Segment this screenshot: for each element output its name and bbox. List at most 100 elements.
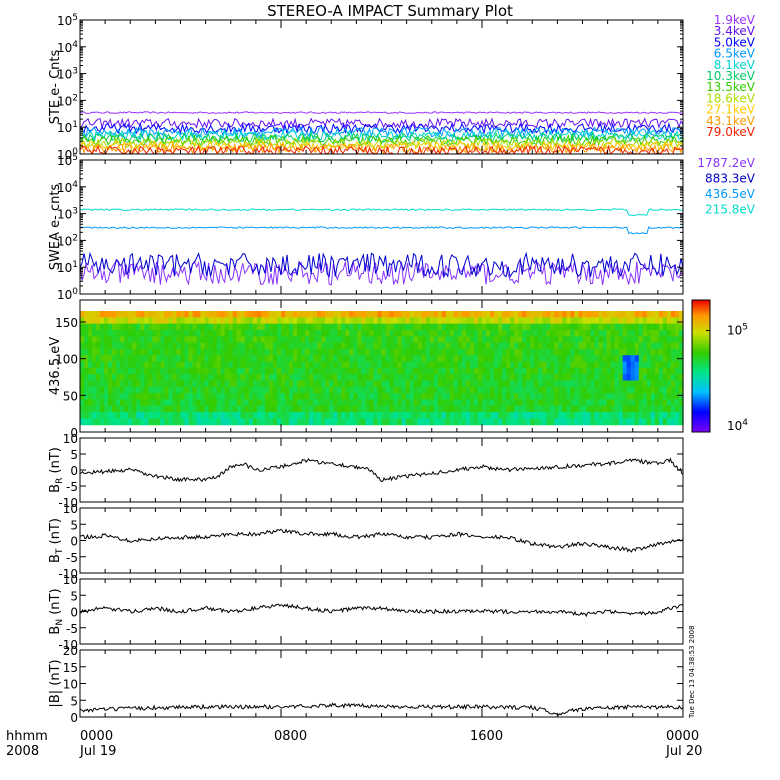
series-line-b: [80, 702, 683, 716]
x-date-label-start: Jul 19: [79, 744, 116, 759]
y-tick-label-b-3: 15: [63, 661, 78, 675]
y-tick-label-swea-2: 102: [57, 233, 78, 248]
heatmap-cells: [80, 311, 684, 426]
panel-b: |B| (nT) 0 5 10 15 20: [48, 644, 684, 725]
y-tick-label-pad-0: 0: [70, 426, 78, 440]
y-tick-label-swea-3: 103: [57, 207, 78, 222]
y-tick-label-ste-0: 100: [57, 147, 78, 162]
series-group-bt: [80, 528, 683, 553]
y-tick-label-bt-3: 5: [70, 518, 78, 532]
y-axis-label-bt: BT (nT): [48, 518, 65, 563]
generation-stamp: Tue Dec 13 04:38:53 2008: [688, 625, 696, 719]
y-tick-label-bn-4: 10: [63, 573, 78, 587]
colorbar-tick-label-0: 104: [727, 418, 748, 433]
y-tick-label-pad-2: 100: [55, 353, 78, 367]
y-tick-label-bn-0: -10: [58, 638, 78, 652]
series-line-ste-1: [80, 117, 683, 130]
legend-entry-swea-2: 436.5eV: [705, 187, 756, 201]
y-tick-label-ste-4: 104: [57, 40, 78, 55]
series-line-ste-0: [80, 111, 683, 115]
x-tick-label-0: 0000: [80, 729, 113, 744]
panel-bn: BN (nT) -10 -5 0 5 10: [48, 573, 684, 652]
legend-entry-ste-5: 10.3keV: [706, 69, 756, 83]
y-tick-label-ste-3: 103: [57, 67, 78, 82]
y-axis-label-swea: SWEA e- cnts: [48, 184, 63, 271]
y-tick-label-pad-3: 150: [55, 316, 78, 330]
y-axis-label-b: |B| (nT): [48, 659, 63, 707]
y-tick-label-ste-2: 102: [57, 93, 78, 108]
y-tick-label-bt-4: 10: [63, 502, 78, 516]
y-tick-label-swea-1: 101: [57, 260, 78, 275]
y-tick-label-br-0: -10: [58, 496, 78, 510]
time-format-label: hhmm: [6, 729, 48, 744]
y-tick-label-bt-0: -10: [58, 567, 78, 581]
y-tick-label-b-2: 10: [63, 678, 78, 692]
series-group-br: [80, 457, 683, 483]
y-tick-label-pad-1: 50: [63, 389, 78, 403]
y-tick-label-b-1: 5: [70, 694, 78, 708]
panel-br: BR (nT) -10 -5 0 5 10: [48, 432, 684, 510]
y-axis-label-br: BR (nT): [48, 447, 65, 493]
y-tick-label-br-2: 0: [70, 464, 78, 478]
colorbar: 104 105: [691, 299, 748, 433]
x-axis-labels: hhmm 2008 0000 0800 1600 0000 Jul 19 Jul…: [6, 729, 702, 759]
series-line-br: [80, 457, 683, 483]
y-tick-label-br-3: 5: [70, 448, 78, 462]
frame-br: [79, 437, 684, 503]
frame-swea: [79, 159, 684, 295]
year-label: 2008: [6, 744, 39, 759]
series-line-ste-2: [80, 122, 683, 135]
colorbar-tick-label-1: 105: [727, 323, 748, 338]
y-tick-label-swea-5: 105: [57, 153, 78, 168]
panel-bt: BT (nT) -10 -5 0 5 10: [48, 502, 684, 581]
legend-entry-ste-1: 3.4keV: [714, 24, 756, 38]
panel-pad: 436.5 eV 104 105 0 50 100 150: [48, 299, 748, 440]
frame-bt: [79, 507, 684, 574]
series-line-ste-4: [80, 128, 683, 142]
series-line-swea-3: [80, 208, 683, 217]
y-tick-label-swea-0: 100: [57, 287, 78, 302]
series-group-ste: [80, 111, 683, 154]
legend-entry-ste-0: 1.9keV: [714, 13, 756, 27]
legend-entry-ste-2: 5.0keV: [714, 35, 756, 49]
y-tick-label-br-1: -5: [66, 480, 78, 494]
series-line-ste-7: [80, 137, 683, 150]
x-tick-label-2: 1600: [470, 729, 503, 744]
legend-entry-ste-7: 18.6keV: [706, 91, 756, 105]
y-tick-label-ste-5: 105: [57, 13, 78, 28]
series-line-ste-8: [80, 139, 683, 152]
y-tick-label-b-0: 0: [70, 711, 78, 725]
y-tick-label-bt-2: 0: [70, 535, 78, 549]
series-group-b: [80, 702, 683, 716]
plot-title: STEREO-A IMPACT Summary Plot: [267, 2, 513, 20]
series-line-swea-2: [80, 226, 683, 235]
y-tick-label-swea-4: 104: [57, 180, 78, 195]
panels: STE e- Cnts 1.9keV3.4keV5.0keV6.5keV8.1ke…: [48, 13, 756, 725]
series-line-swea-0: [80, 260, 683, 286]
y-tick-label-bt-1: -5: [66, 551, 78, 565]
series-line-bt: [80, 528, 683, 553]
series-line-swea-1: [80, 251, 683, 279]
y-axis-label-pad: 436.5 eV: [48, 337, 63, 395]
y-axis-label-bn: BN (nT): [48, 588, 65, 634]
panel-ste: STE e- Cnts 1.9keV3.4keV5.0keV6.5keV8.1ke…: [48, 13, 756, 162]
y-tick-label-bn-2: 0: [70, 606, 78, 620]
legend-entry-ste-9: 43.1keV: [706, 114, 756, 128]
y-tick-label-br-4: 10: [63, 432, 78, 446]
legend-entry-ste-8: 27.1keV: [706, 103, 756, 117]
legend-entry-swea-3: 215.8eV: [705, 203, 756, 217]
y-tick-label-b-4: 20: [63, 644, 78, 658]
series-group-swea: [80, 208, 683, 286]
series-line-bn: [80, 603, 683, 618]
series-group-bn: [80, 603, 683, 618]
x-tick-label-3: 0000: [666, 729, 699, 744]
x-tick-label-1: 0800: [274, 729, 307, 744]
legend-entry-ste-4: 8.1keV: [714, 58, 756, 72]
legend-entry-ste-6: 13.5keV: [706, 80, 756, 94]
x-date-label-end: Jul 20: [665, 744, 702, 759]
legend-entry-swea-0: 1787.2eV: [697, 156, 755, 170]
y-tick-label-ste-1: 101: [57, 120, 78, 135]
legend-entry-swea-1: 883.3eV: [705, 172, 756, 186]
